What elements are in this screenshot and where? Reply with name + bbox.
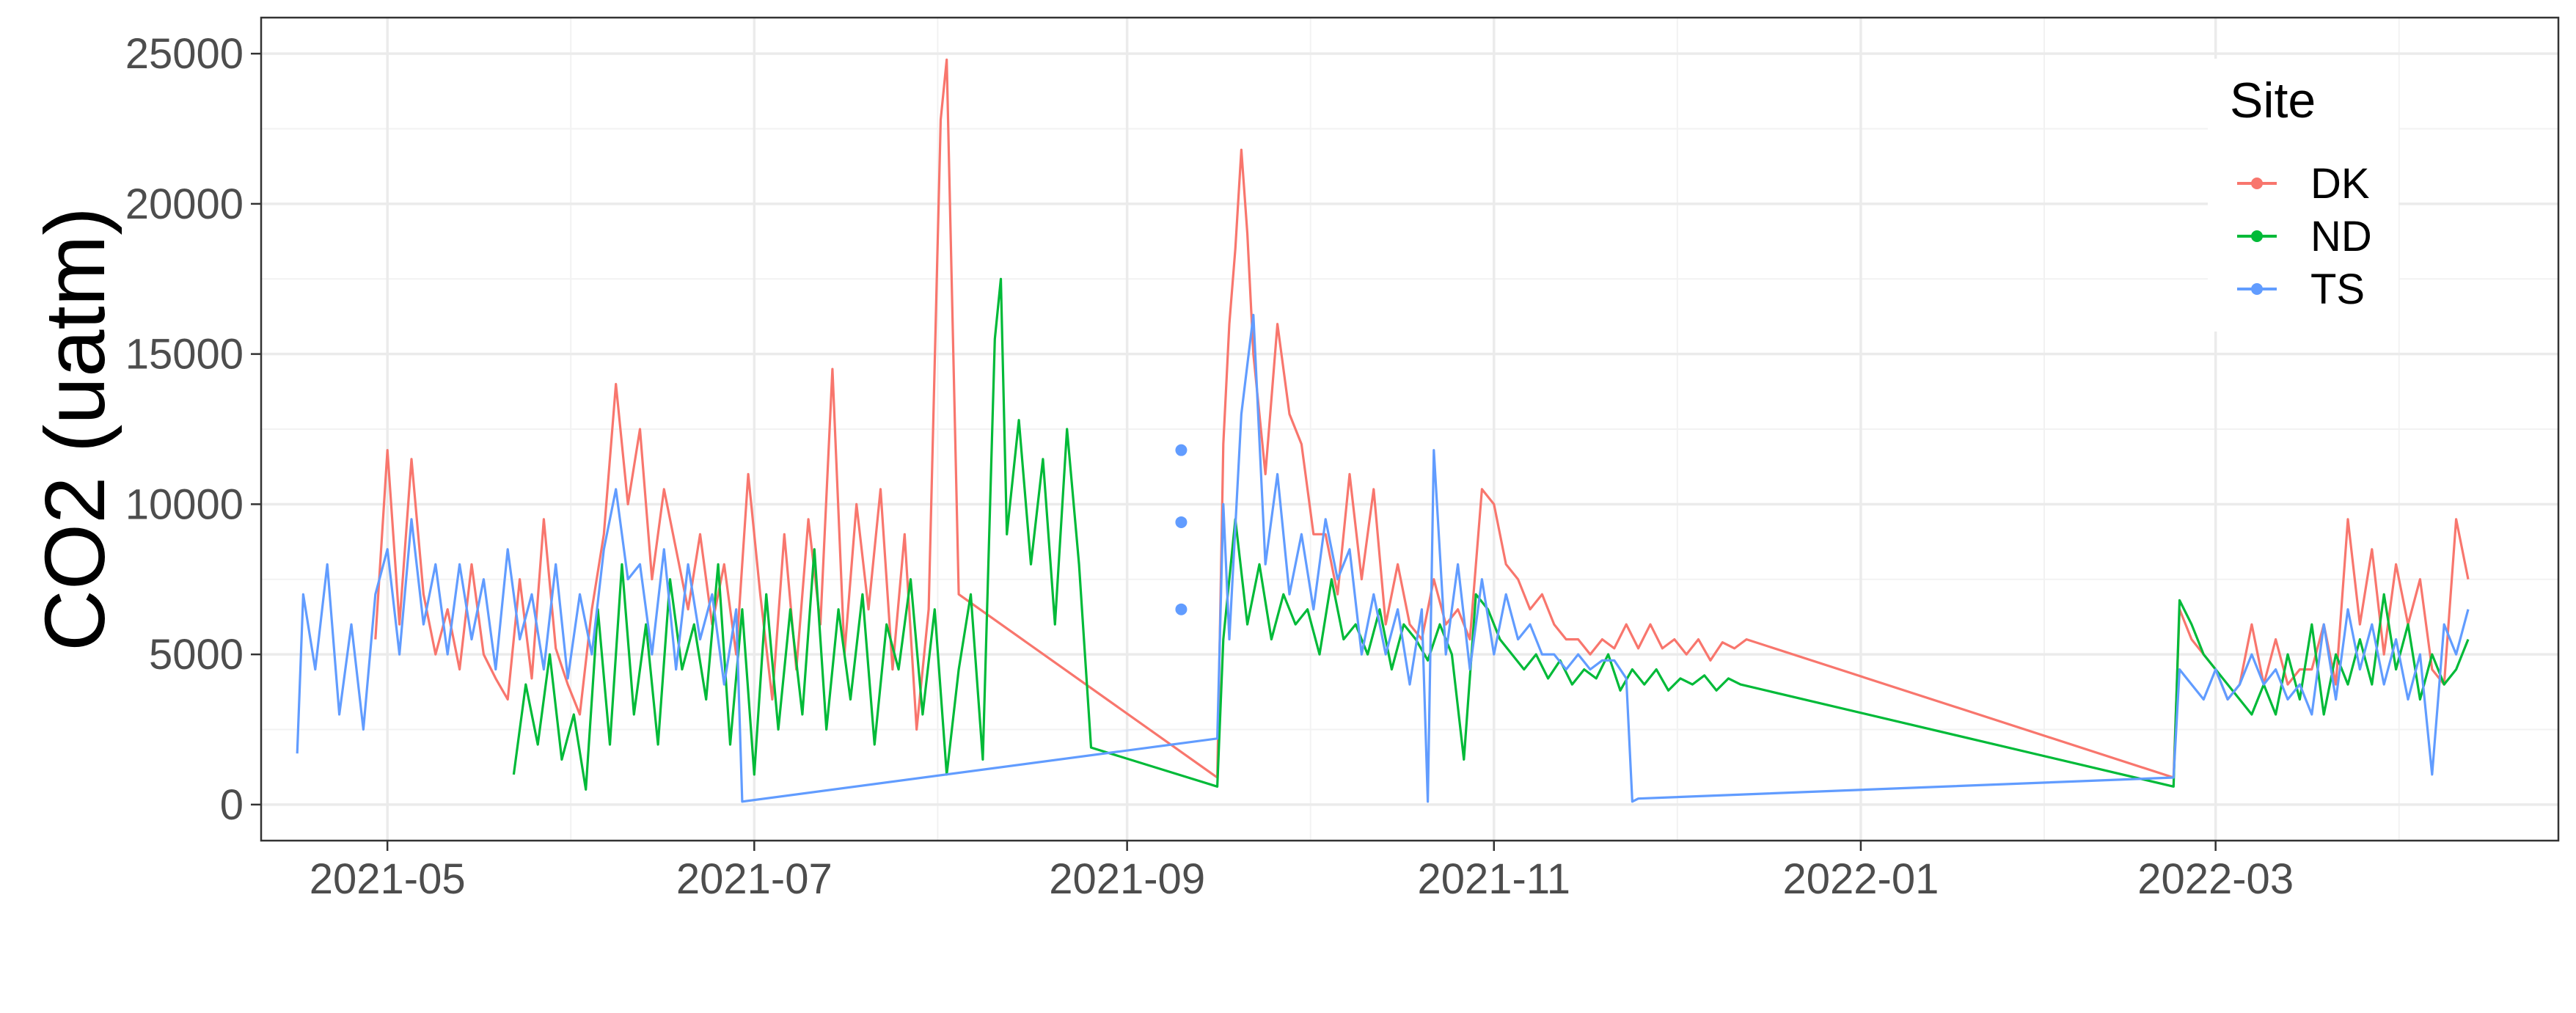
- x-tick-label: 2022-03: [2137, 855, 2294, 903]
- legend: Site DK ND TS: [2208, 59, 2398, 332]
- x-tick-label: 2021-09: [1049, 855, 1205, 903]
- legend-label-dk: DK: [2310, 160, 2370, 208]
- y-tick-label: 25000: [125, 30, 244, 78]
- series-line-ts: [296, 313, 2470, 803]
- legend-title: Site: [2230, 73, 2316, 128]
- plot-border: [260, 16, 2560, 842]
- y-tick-label: 15000: [125, 331, 244, 378]
- x-tick-label: 2021-11: [1418, 855, 1571, 903]
- legend-key-point: [2251, 283, 2263, 295]
- legend-background: [2208, 59, 2398, 332]
- y-tick-label: 20000: [125, 180, 244, 228]
- y-tick-label: 0: [220, 781, 244, 829]
- x-tick-label: 2022-01: [1782, 855, 1939, 903]
- legend-label-nd: ND: [2310, 213, 2372, 260]
- ts-point: [1175, 444, 1188, 456]
- axes: 2021-05 2021-07 2021-09 2021-11 2022-01 2022-…: [125, 30, 2294, 903]
- legend-key-point: [2251, 230, 2263, 242]
- y-axis-title: CO2 (uatm): [27, 207, 122, 651]
- legend-key-point: [2251, 178, 2263, 189]
- ts-point: [1175, 603, 1188, 615]
- legend-label-ts: TS: [2310, 266, 2365, 313]
- grid-lines: [261, 18, 2558, 841]
- series-line-nd: [512, 277, 2470, 791]
- y-tick-label: 5000: [149, 631, 244, 679]
- x-tick-label: 2021-05: [310, 855, 466, 903]
- ts-point: [1175, 516, 1188, 528]
- series-layer: [296, 58, 2470, 803]
- x-tick-label: 2021-07: [676, 855, 833, 903]
- y-tick-label: 10000: [125, 480, 244, 528]
